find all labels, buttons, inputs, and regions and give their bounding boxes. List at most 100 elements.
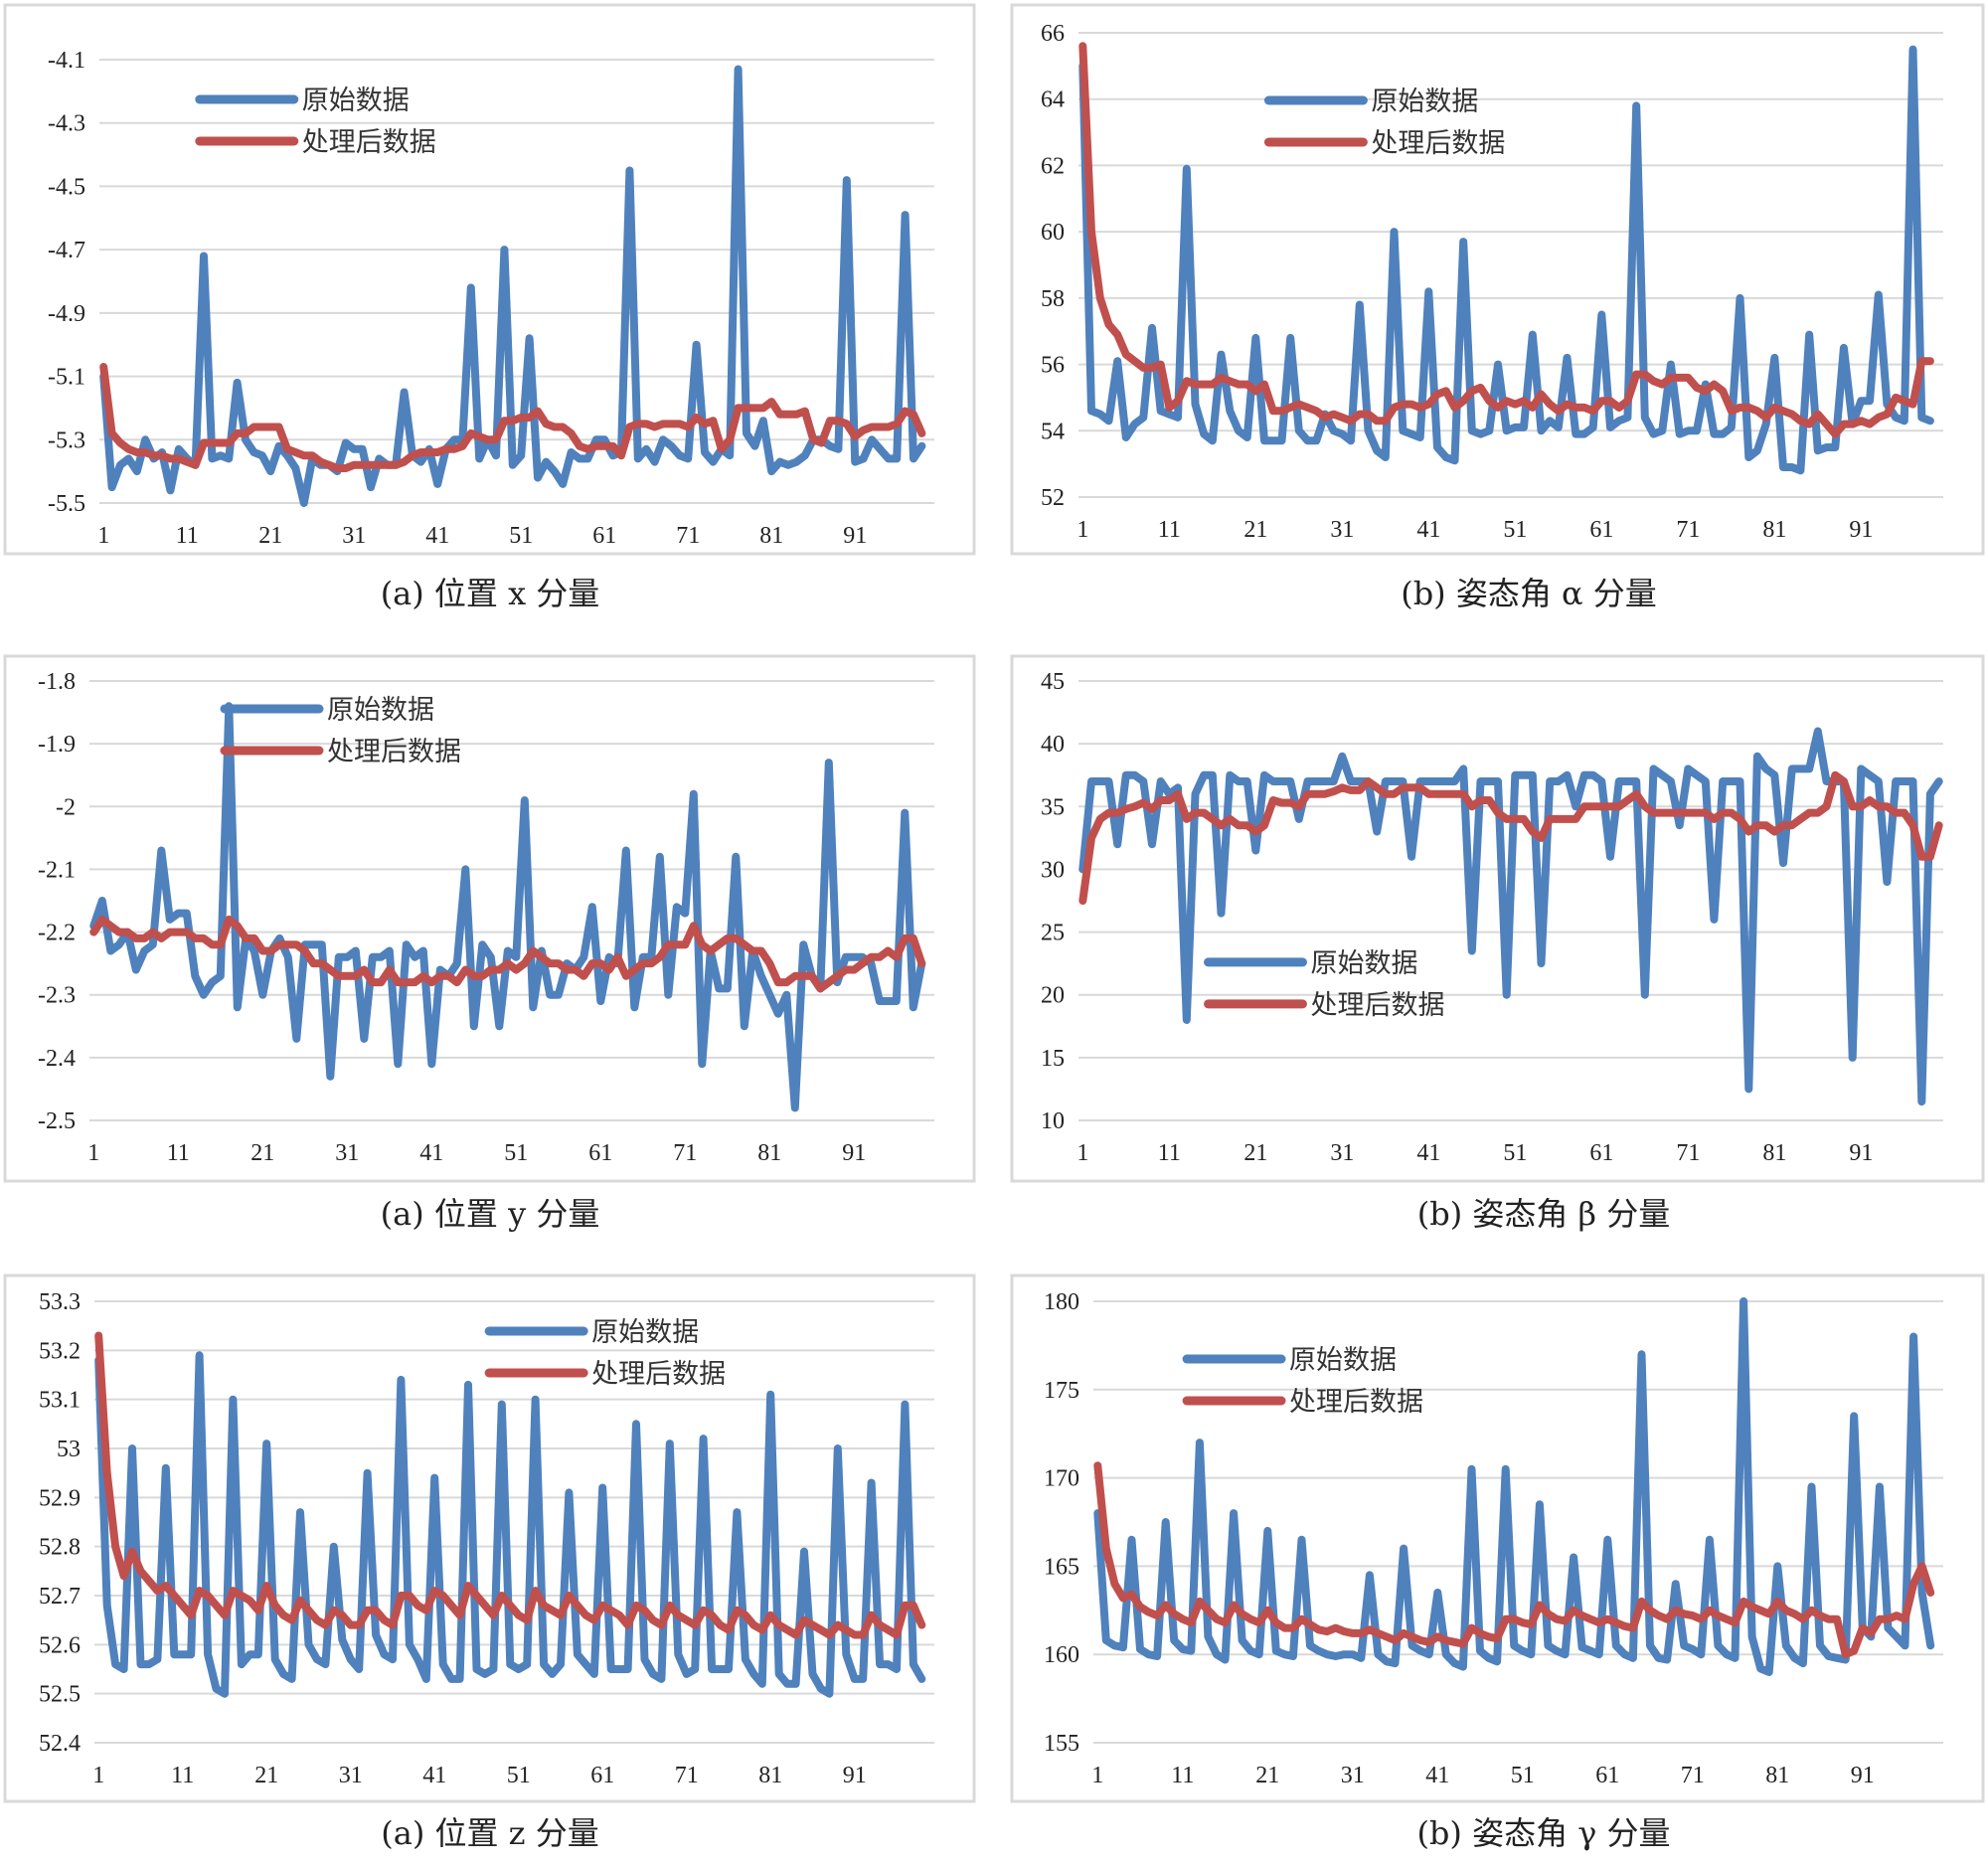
y-tick-label: 52.7	[39, 1584, 81, 1610]
raw-data-line	[94, 1351, 926, 1698]
legend-label: 处理后数据	[327, 737, 461, 767]
x-tick-label: 41	[425, 523, 449, 549]
raw-data-line	[1093, 1297, 1935, 1676]
y-tick-label: -5.5	[48, 491, 85, 517]
x-tick-label: 31	[1330, 517, 1354, 543]
legend-label: 处理后数据	[1371, 128, 1505, 159]
chart-caption: (a) 位置 z 分量	[381, 1814, 598, 1852]
x-tick-label: 31	[335, 1140, 359, 1166]
legend-label: 处理后数据	[1311, 990, 1445, 1021]
y-tick-label: 52.8	[39, 1535, 81, 1561]
legend-label: 原始数据	[1289, 1345, 1397, 1376]
y-tick-label: 35	[1041, 794, 1065, 820]
y-tick-label: -5.1	[48, 365, 85, 391]
x-tick-label: 41	[1416, 517, 1440, 543]
x-tick-label: 71	[676, 523, 700, 549]
y-tick-label: 52.9	[39, 1485, 81, 1511]
x-tick-label: 71	[675, 1763, 699, 1788]
y-tick-label: 52.6	[39, 1632, 81, 1658]
x-tick-label: 61	[588, 1140, 612, 1166]
x-tick-label: 71	[1676, 1140, 1700, 1166]
y-tick-label: -2.1	[38, 857, 76, 883]
x-tick-label: 11	[176, 523, 199, 549]
y-tick-label: 20	[1041, 983, 1065, 1009]
processed-data-line	[1093, 1461, 1935, 1659]
x-tick-label: 91	[1849, 517, 1873, 543]
chart-frame	[3, 654, 976, 1183]
x-tick-label: 31	[1341, 1763, 1365, 1788]
chart-frame	[3, 1273, 976, 1803]
x-tick-label: 1	[1077, 517, 1088, 543]
y-tick-label: 15	[1041, 1046, 1065, 1072]
y-tick-label: -1.9	[38, 732, 76, 758]
y-tick-label: 53.1	[39, 1388, 81, 1414]
x-tick-label: 81	[1762, 517, 1786, 543]
y-tick-label: 165	[1044, 1554, 1079, 1580]
x-tick-label: 81	[1765, 1763, 1789, 1788]
processed-data-line	[94, 1331, 926, 1639]
x-tick-label: 41	[1416, 1140, 1440, 1166]
legend-label: 处理后数据	[1289, 1387, 1423, 1418]
x-tick-label: 61	[1589, 517, 1613, 543]
x-tick-label: 31	[339, 1763, 363, 1788]
x-tick-label: 51	[504, 1140, 528, 1166]
x-tick-label: 81	[757, 1140, 781, 1166]
chart-y: -1.8-1.9-2-2.1-2.2-2.3-2.4-2.51 11 21 31 41 5…	[3, 654, 976, 1233]
y-tick-label: 10	[1041, 1108, 1065, 1134]
x-tick-label: 41	[1425, 1763, 1449, 1788]
x-tick-label: 11	[167, 1140, 190, 1166]
x-tick-label: 91	[842, 1140, 866, 1166]
x-tick-label: 11	[1158, 517, 1181, 543]
y-tick-label: 66	[1041, 21, 1065, 47]
chart-caption: (a) 位置 x 分量	[381, 575, 600, 612]
y-tick-label: 56	[1041, 353, 1065, 379]
y-tick-label: -2	[56, 794, 76, 820]
x-tick-label: 61	[1595, 1763, 1619, 1788]
x-tick-label: 51	[1503, 517, 1527, 543]
x-tick-label: 91	[843, 523, 867, 549]
x-tick-label: 61	[590, 1763, 614, 1788]
x-tick-label: 41	[419, 1140, 443, 1166]
chart-frame	[3, 3, 976, 556]
y-tick-label: 155	[1044, 1731, 1079, 1757]
y-tick-label: -4.7	[48, 238, 85, 263]
legend-label: 原始数据	[1371, 86, 1478, 117]
y-tick-label: 53	[57, 1437, 81, 1462]
legend-label: 原始数据	[327, 695, 434, 726]
legend-label: 原始数据	[591, 1317, 699, 1348]
x-tick-label: 31	[1330, 1140, 1354, 1166]
x-tick-label: 11	[1171, 1763, 1194, 1788]
legend-label: 处理后数据	[302, 127, 436, 158]
y-tick-label: 60	[1041, 220, 1065, 246]
x-tick-label: 1	[87, 1140, 99, 1166]
x-tick-label: 51	[1503, 1140, 1527, 1166]
raw-data-line	[99, 65, 926, 507]
y-tick-label: 25	[1041, 921, 1065, 946]
y-tick-label: 54	[1041, 419, 1065, 444]
processed-data-line	[1078, 770, 1943, 905]
chart-frame	[1010, 1273, 1985, 1803]
y-tick-label: -4.1	[48, 48, 85, 74]
y-tick-label: 52.4	[39, 1731, 81, 1757]
y-tick-label: 53.3	[39, 1289, 81, 1315]
chart-caption: (b) 姿态角 β 分量	[1417, 1195, 1670, 1233]
y-tick-label: 175	[1044, 1378, 1079, 1404]
y-tick-label: 160	[1044, 1642, 1079, 1668]
x-tick-label: 91	[1851, 1763, 1875, 1788]
x-tick-label: 51	[1511, 1763, 1535, 1788]
chart-frame	[1010, 3, 1985, 556]
y-tick-label: -1.8	[38, 669, 76, 695]
x-tick-label: 51	[509, 523, 533, 549]
y-tick-label: 52	[1041, 485, 1065, 511]
x-tick-label: 11	[171, 1763, 194, 1788]
x-tick-label: 81	[759, 523, 783, 549]
y-tick-label: 180	[1044, 1289, 1079, 1315]
x-tick-label: 1	[92, 1763, 104, 1788]
processed-data-line	[1078, 42, 1934, 438]
